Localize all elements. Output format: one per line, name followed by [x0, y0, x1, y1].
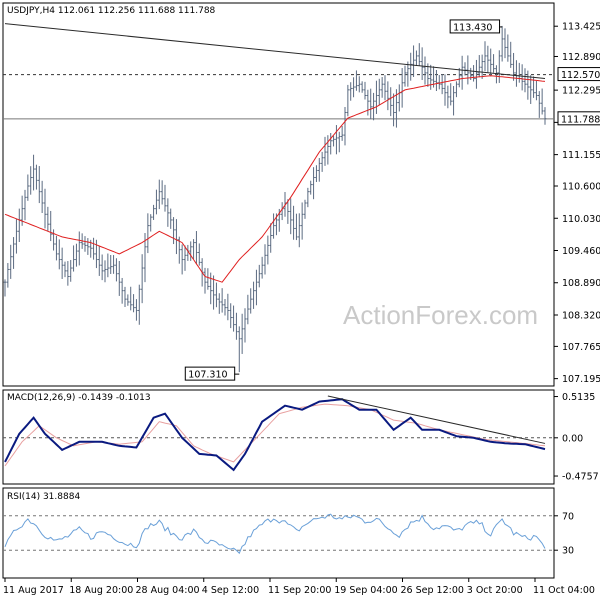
price-tick-label: 113.425: [562, 22, 600, 33]
rsi-tick-label: 70: [562, 511, 574, 522]
price-overlays: [4, 23, 546, 283]
x-tick-label: 3 Oct 20:00: [467, 585, 523, 596]
price-annotations: 113.430 107.310: [184, 19, 503, 381]
moving-average-line: [4, 75, 546, 283]
rsi-header: RSI(14) 31.8884: [7, 492, 80, 502]
price-tick-label: 107.765: [562, 342, 600, 353]
high-label: 113.430: [453, 22, 492, 33]
x-tick-label: 11 Sep 20:00: [268, 585, 331, 596]
last-price-label-box: [557, 111, 600, 126]
macd-line: [4, 398, 546, 472]
x-tick-label: 11 Aug 2017: [3, 585, 64, 596]
price-level-lines: [3, 74, 554, 120]
macd-tick-label: -0.4757: [562, 472, 599, 483]
rsi-line: [4, 513, 546, 555]
price-header: USDJPY,H4 112.061 112.256 111.688 111.78…: [7, 6, 216, 16]
last-price-label: 111.788: [561, 114, 600, 125]
x-tick-label: 19 Sep 04:00: [334, 585, 397, 596]
macd-header: MACD(12,26,9) -0.1439 -0.1013: [7, 393, 151, 403]
x-tick-label: 18 Aug 20:00: [69, 585, 133, 596]
resistance-level-label-box: [557, 67, 600, 82]
watermark: ActionForex.com: [343, 300, 538, 330]
macd-panel-frame: [2, 389, 555, 485]
price-tick-label: 109.460: [562, 246, 600, 257]
price-tick-label: 112.890: [562, 52, 600, 63]
x-tick-label: 26 Sep 12:00: [401, 585, 464, 596]
x-tick-label: 4 Sep 12:00: [202, 585, 259, 596]
x-tick-label: 11 Oct 04:00: [533, 585, 595, 596]
resistance-level-label: 112.570: [561, 70, 600, 81]
price-tick-label: 112.295: [562, 86, 600, 97]
price-tick-label: 110.600: [562, 182, 600, 193]
x-axis: 11 Aug 2017 18 Aug 20:00 28 Aug 04:00 4 Sep…: [3, 578, 595, 596]
price-tick-label: 110.030: [562, 214, 600, 225]
price-tick-label: 107.195: [562, 374, 600, 385]
rsi-tick-label: 30: [562, 546, 574, 557]
price-tick-label: 111.155: [562, 150, 600, 161]
price-bars: [3, 25, 547, 373]
rsi-axis: 70 30: [554, 511, 574, 557]
macd-axis: 0.5135 0.00 -0.4757: [554, 392, 599, 483]
low-label: 107.310: [188, 370, 227, 381]
macd-series: [3, 395, 554, 472]
macd-trendline: [327, 395, 546, 444]
rsi-panel-frame: [2, 487, 555, 579]
price-panel-frame: [2, 2, 555, 387]
price-trendline: [4, 23, 546, 80]
price-tick-label: 108.890: [562, 278, 600, 289]
rsi-series: [3, 513, 554, 555]
macd-tick-label: 0.00: [562, 433, 583, 444]
macd-tick-label: 0.5135: [562, 392, 595, 403]
x-tick-label: 28 Aug 04:00: [136, 585, 200, 596]
price-axis: 113.425 112.890 112.295 111.155 110.600 110.0…: [554, 22, 600, 385]
price-tick-label: 108.320: [562, 310, 600, 321]
